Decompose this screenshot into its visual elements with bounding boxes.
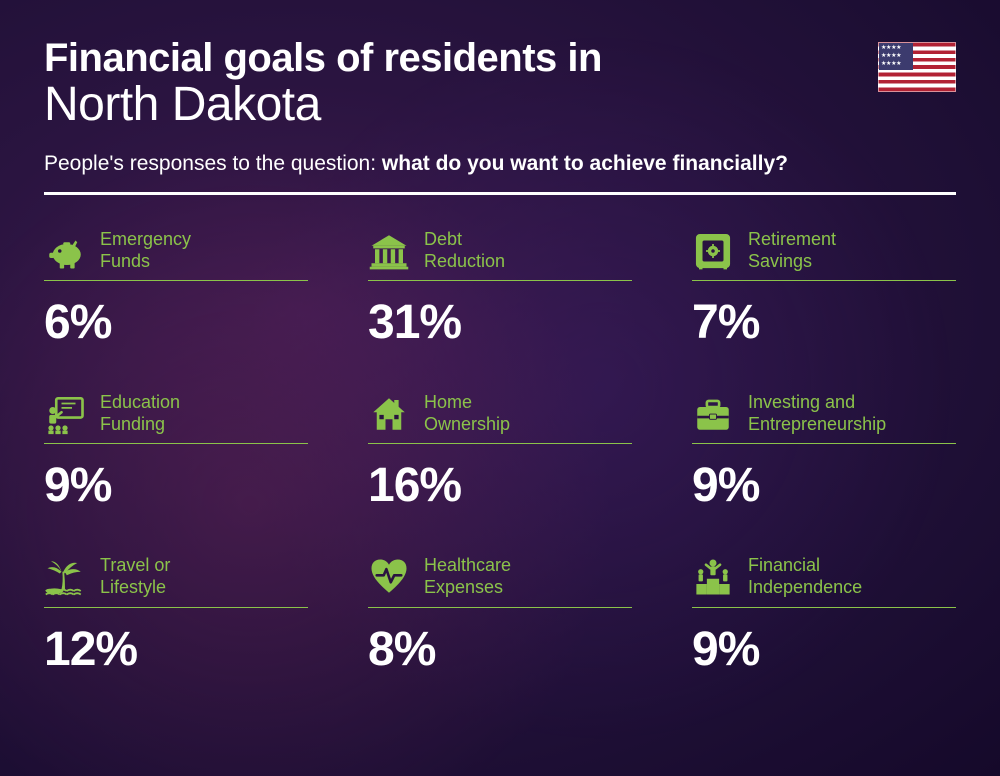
podium-icon xyxy=(692,556,734,598)
goal-value: 16% xyxy=(368,458,632,513)
goal-label: HomeOwnership xyxy=(424,392,510,435)
usa-flag-icon xyxy=(878,42,956,92)
divider xyxy=(44,192,956,195)
goal-value: 9% xyxy=(692,622,956,677)
goal-card: Travel orLifestyle 12% xyxy=(44,555,308,676)
goal-card-header: Travel orLifestyle xyxy=(44,555,308,607)
education-icon xyxy=(44,393,86,435)
goal-card-header: HealthcareExpenses xyxy=(368,555,632,607)
goal-card-header: EducationFunding xyxy=(44,392,308,444)
goal-card-header: Investing andEntrepreneurship xyxy=(692,392,956,444)
goal-card: HomeOwnership 16% xyxy=(368,392,632,513)
goal-value: 6% xyxy=(44,295,308,350)
subtitle-prefix: People's responses to the question: xyxy=(44,152,382,175)
infographic-container: Financial goals of residents in North Da… xyxy=(0,0,1000,713)
title-line1: Financial goals of residents in xyxy=(44,36,878,81)
goal-label: EducationFunding xyxy=(100,392,180,435)
subtitle: People's responses to the question: what… xyxy=(44,152,956,176)
goal-card-header: RetirementSavings xyxy=(692,229,956,281)
heart-pulse-icon xyxy=(368,556,410,598)
palm-tree-icon xyxy=(44,556,86,598)
goal-value: 31% xyxy=(368,295,632,350)
briefcase-icon xyxy=(692,393,734,435)
goal-card-header: HomeOwnership xyxy=(368,392,632,444)
goal-card: FinancialIndependence 9% xyxy=(692,555,956,676)
goal-label: FinancialIndependence xyxy=(748,555,862,598)
goal-value: 12% xyxy=(44,622,308,677)
goal-card-header: DebtReduction xyxy=(368,229,632,281)
subtitle-bold: what do you want to achieve financially? xyxy=(382,152,788,175)
goal-card-header: EmergencyFunds xyxy=(44,229,308,281)
house-icon xyxy=(368,393,410,435)
goal-value: 9% xyxy=(692,458,956,513)
goal-card: EducationFunding 9% xyxy=(44,392,308,513)
goal-value: 8% xyxy=(368,622,632,677)
goal-label: Travel orLifestyle xyxy=(100,555,170,598)
goal-card: Investing andEntrepreneurship 9% xyxy=(692,392,956,513)
goal-card: HealthcareExpenses 8% xyxy=(368,555,632,676)
goal-card: EmergencyFunds 6% xyxy=(44,229,308,350)
safe-icon xyxy=(692,230,734,272)
goal-label: EmergencyFunds xyxy=(100,229,191,272)
piggy-bank-icon xyxy=(44,230,86,272)
header-row: Financial goals of residents in North Da… xyxy=(44,36,956,132)
goal-value: 7% xyxy=(692,295,956,350)
bank-icon xyxy=(368,230,410,272)
title-line2: North Dakota xyxy=(44,77,878,132)
goal-card: DebtReduction 31% xyxy=(368,229,632,350)
goal-label: RetirementSavings xyxy=(748,229,836,272)
goal-label: Investing andEntrepreneurship xyxy=(748,392,886,435)
title-block: Financial goals of residents in North Da… xyxy=(44,36,878,132)
goal-value: 9% xyxy=(44,458,308,513)
goal-card: RetirementSavings 7% xyxy=(692,229,956,350)
goal-label: HealthcareExpenses xyxy=(424,555,511,598)
goal-card-header: FinancialIndependence xyxy=(692,555,956,607)
goals-grid: EmergencyFunds 6% DebtReduction 31% Retireme… xyxy=(44,229,956,677)
goal-label: DebtReduction xyxy=(424,229,505,272)
